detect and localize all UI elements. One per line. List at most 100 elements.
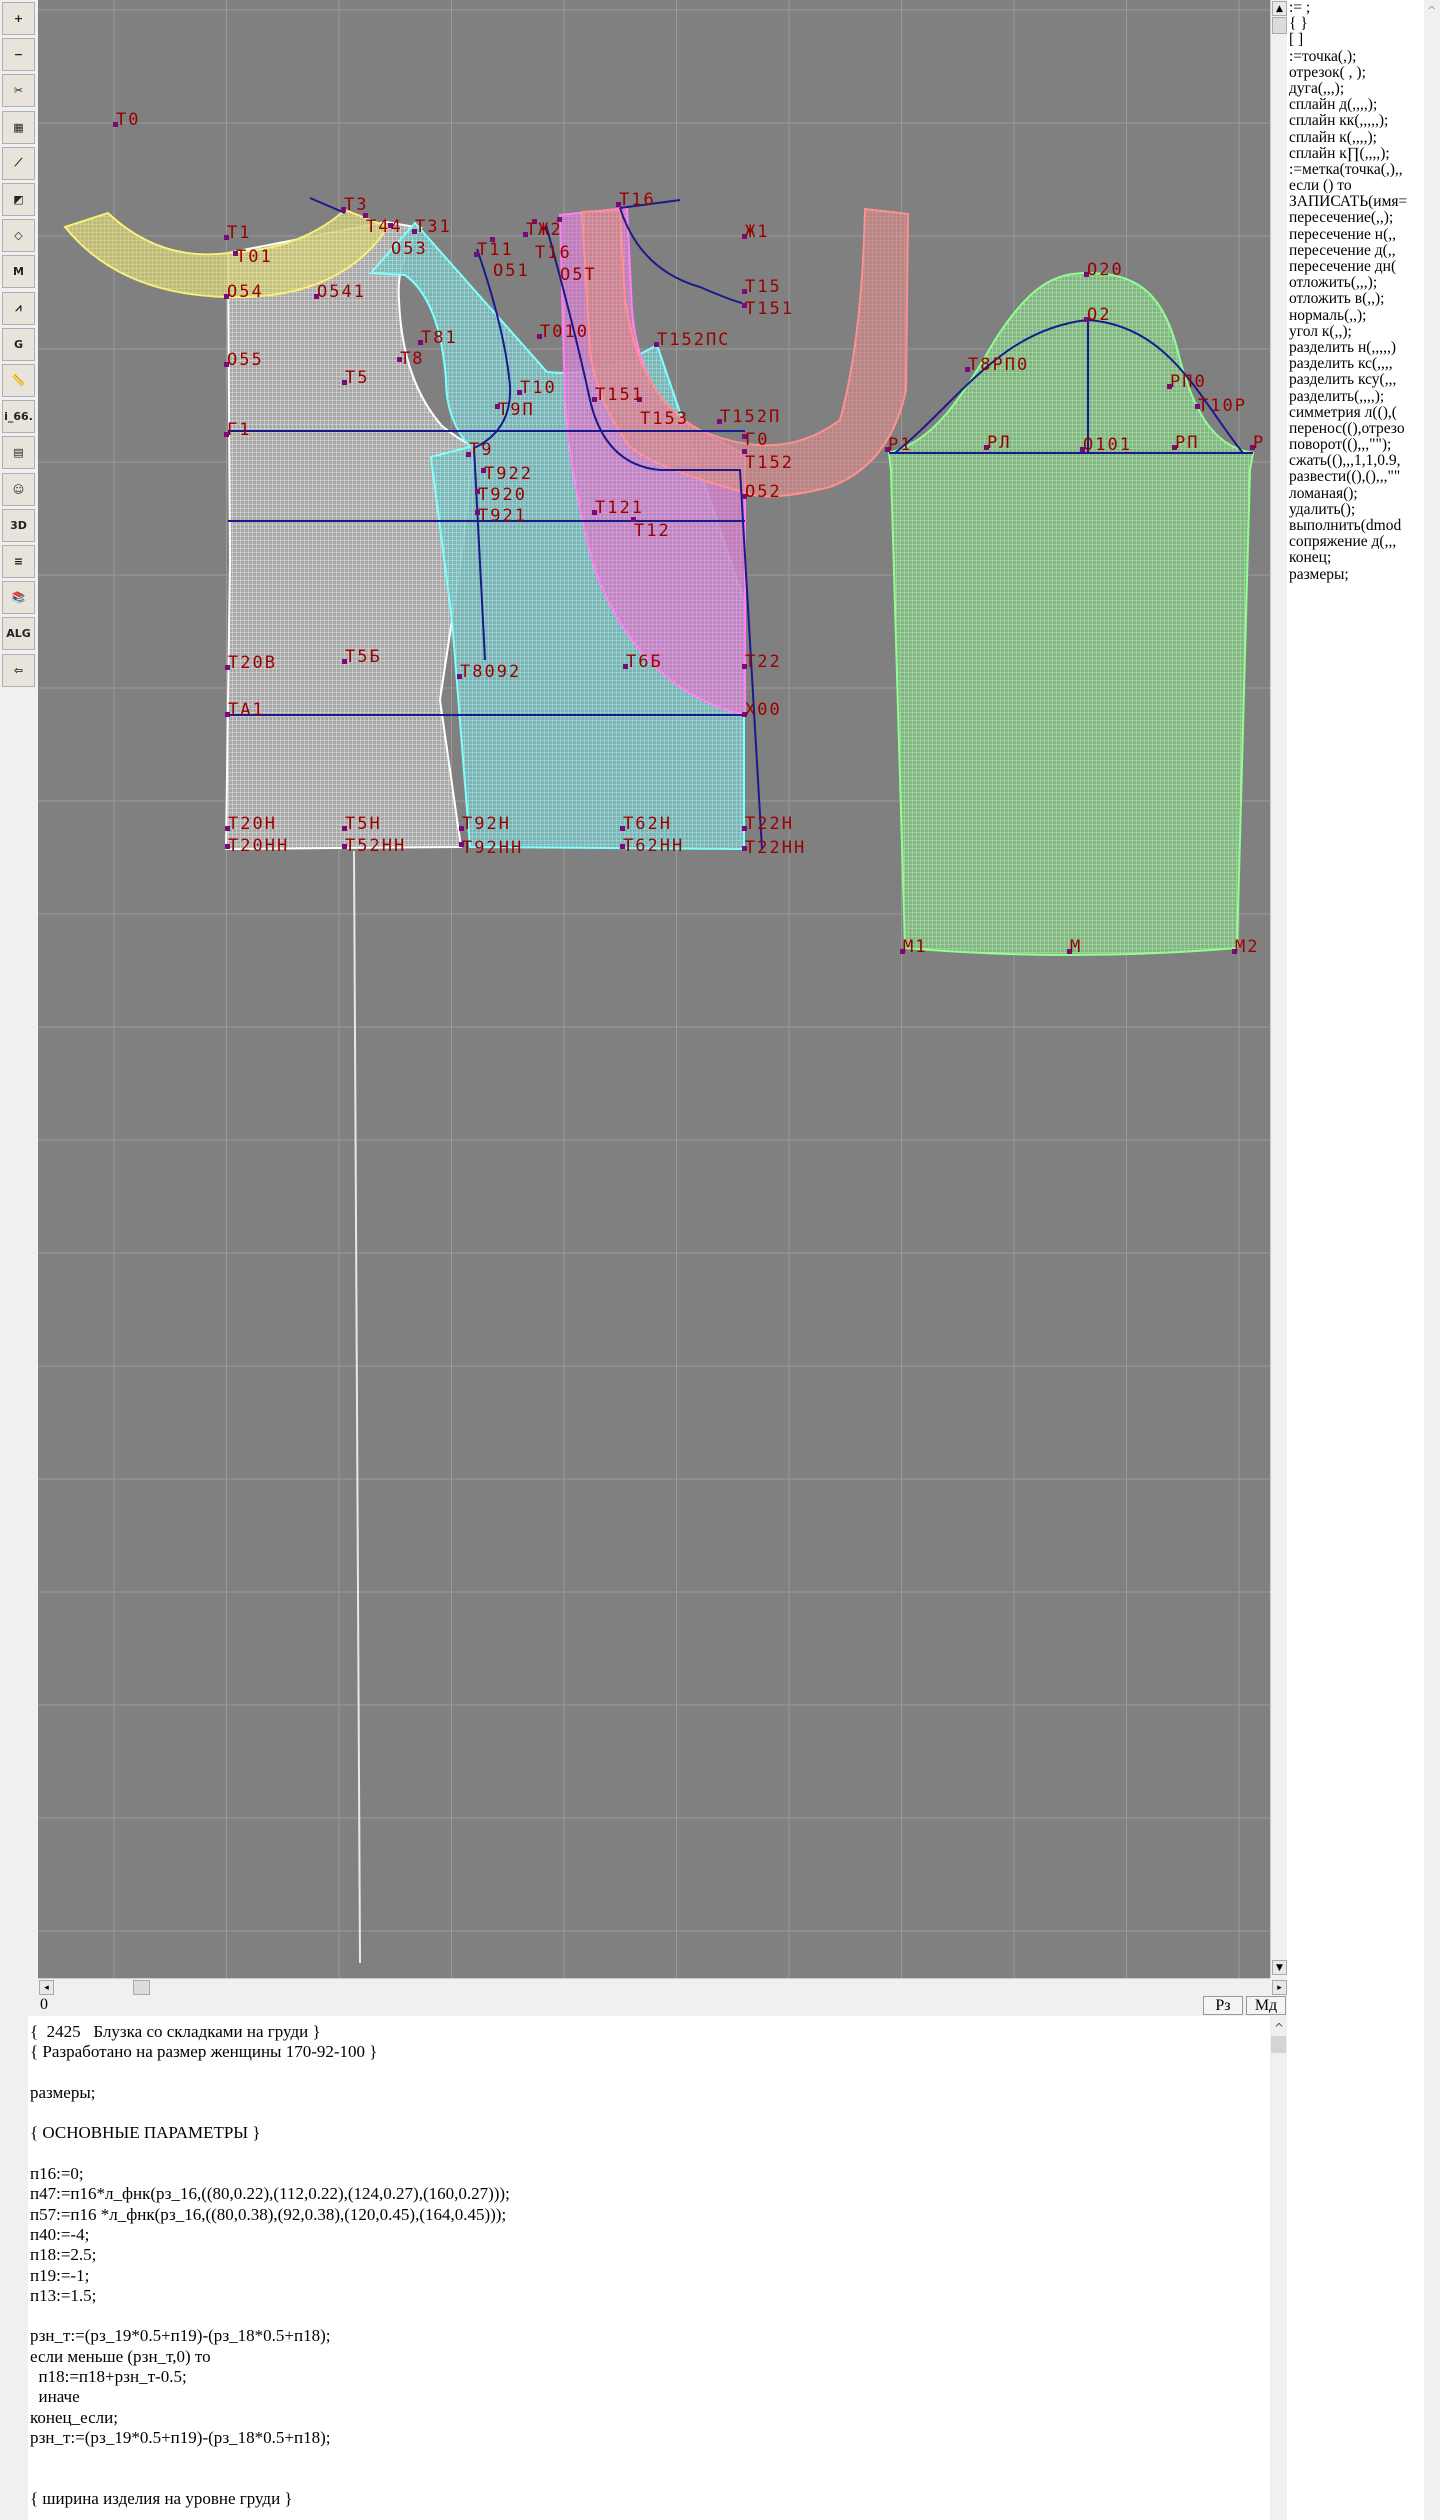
command-item[interactable]: отложить в(,,); — [1289, 291, 1385, 308]
construction-point[interactable] — [557, 217, 562, 222]
code-line[interactable]: п47:=п16*л_фнк(рз_16,((80,0.22),(112,0.2… — [30, 2184, 510, 2204]
command-item[interactable]: ломаная(); — [1289, 485, 1358, 502]
grading-g-icon[interactable]: G — [2, 327, 35, 361]
command-item[interactable]: размеры; — [1289, 566, 1349, 583]
chevron-up-icon[interactable]: ^ — [1427, 4, 1437, 17]
scroll-thumb[interactable] — [1271, 2036, 1286, 2053]
code-line[interactable]: { ширина изделия на уровне груди } — [30, 2488, 293, 2508]
grid-icon[interactable]: ▦ — [2, 110, 35, 144]
construction-point[interactable] — [341, 207, 346, 212]
command-item[interactable]: { } — [1289, 16, 1308, 33]
command-item[interactable]: ЗАПИСАТЬ(имя= — [1289, 194, 1408, 211]
construction-point[interactable] — [742, 303, 747, 308]
command-item[interactable]: пересечение дн( — [1289, 259, 1397, 275]
code-line[interactable]: { Разработано на размер женщины 170-92-1… — [30, 2042, 378, 2062]
construction-point[interactable] — [418, 340, 423, 345]
3d-icon[interactable]: 3D — [2, 508, 35, 542]
code-editor[interactable]: { 2425 Блузка со складками на груди }{ Р… — [28, 2016, 1270, 2520]
code-line[interactable]: п13:=1.5; — [30, 2285, 97, 2305]
construction-point[interactable] — [225, 712, 230, 717]
construction-point[interactable] — [457, 674, 462, 679]
table-icon[interactable]: ▤ — [2, 436, 35, 470]
construction-point[interactable] — [742, 712, 747, 717]
command-item[interactable]: сплайн д(,,,,); — [1289, 97, 1378, 114]
construction-point[interactable] — [654, 342, 659, 347]
construction-point[interactable] — [1080, 447, 1085, 452]
construction-point[interactable] — [965, 367, 970, 372]
construction-point[interactable] — [225, 844, 230, 849]
command-item[interactable]: удалить(); — [1289, 501, 1356, 518]
construction-point[interactable] — [537, 334, 542, 339]
code-line[interactable]: конец_если; — [30, 2407, 118, 2427]
construction-point[interactable] — [885, 447, 890, 452]
code-line[interactable]: п40:=-4; — [30, 2224, 90, 2244]
segment-icon[interactable]: ⟋ — [2, 146, 35, 180]
construction-point[interactable] — [1232, 949, 1237, 954]
scroll-down-icon[interactable]: ▼ — [1272, 1960, 1287, 1975]
i66-icon[interactable]: i_66. — [2, 400, 35, 434]
command-item[interactable]: сплайн к∏(,,,,); — [1289, 145, 1390, 162]
code-line[interactable]: п16:=0; — [30, 2164, 84, 2184]
list-icon[interactable]: ≡ — [2, 545, 35, 578]
command-item[interactable]: нормаль(,,); — [1289, 307, 1367, 324]
library-icon[interactable]: 📚 — [2, 581, 35, 615]
construction-point[interactable] — [475, 510, 480, 515]
command-item[interactable]: разделить н(,,,,,) — [1289, 339, 1396, 356]
construction-point[interactable] — [620, 826, 625, 831]
code-line[interactable] — [28, 2469, 1270, 2489]
construction-point[interactable] — [620, 844, 625, 849]
alg-icon[interactable]: ALG — [2, 617, 35, 651]
command-item[interactable]: пересечение д(,, — [1289, 242, 1396, 259]
avatar-icon[interactable]: ☺ — [2, 472, 35, 506]
construction-point[interactable] — [495, 404, 500, 409]
code-line[interactable]: иначе — [30, 2387, 80, 2407]
construction-point[interactable] — [342, 826, 347, 831]
command-item[interactable]: отрезок( , ); — [1289, 64, 1366, 81]
chevron-up-icon[interactable]: ^ — [1274, 2021, 1285, 2035]
collar-piece[interactable] — [63, 208, 390, 299]
command-item[interactable]: сплайн к(,,,,); — [1289, 129, 1377, 146]
exit-icon[interactable]: ⇦ — [2, 653, 35, 687]
construction-point[interactable] — [224, 235, 229, 240]
code-line[interactable]: рзн_т:=(рз_19*0.5+п19)-(рз_18*0.5+п18); — [30, 2427, 331, 2447]
code-line[interactable]: { 2425 Блузка со складками на груди } — [30, 2022, 321, 2041]
command-item[interactable]: :=точка(,); — [1289, 48, 1357, 65]
construction-point[interactable] — [592, 510, 597, 515]
construction-point[interactable] — [631, 517, 636, 522]
command-item[interactable]: сплайн кк(,,,,,); — [1289, 113, 1389, 130]
code-line[interactable]: п57:=п16 *л_фнк(рз_16,((80,0.38),(92,0.3… — [30, 2204, 507, 2224]
code-line[interactable] — [28, 2448, 1270, 2468]
command-item[interactable]: :=метка(точка(,),, — [1289, 161, 1403, 178]
construction-point[interactable] — [1084, 317, 1089, 322]
command-item[interactable]: развести((),(),,,"" — [1289, 469, 1401, 486]
construction-point[interactable] — [742, 664, 747, 669]
code-line[interactable]: рзн_т:=(рз_19*0.5+п19)-(рз_18*0.5+п18); — [30, 2326, 331, 2346]
code-line[interactable] — [28, 2103, 1270, 2123]
command-item[interactable]: разделить(,,,,); — [1289, 388, 1385, 405]
construction-point[interactable] — [900, 949, 905, 954]
construction-point[interactable] — [224, 294, 229, 299]
sleeve-piece[interactable] — [887, 271, 1255, 956]
construction-point[interactable] — [342, 380, 347, 385]
command-item[interactable]: перенос((),отрезо — [1289, 420, 1405, 437]
command-item[interactable]: [ ] — [1289, 32, 1304, 49]
code-line[interactable] — [28, 2306, 1270, 2326]
zoom-out-icon[interactable]: − — [2, 38, 35, 72]
code-line[interactable] — [28, 2063, 1270, 2083]
ruler-icon[interactable]: 📏 — [2, 364, 35, 397]
construction-point[interactable] — [1067, 949, 1072, 954]
command-item[interactable]: выполнить(dmod — [1289, 518, 1402, 534]
construction-point[interactable] — [342, 844, 347, 849]
construction-point[interactable] — [481, 468, 486, 473]
command-item[interactable]: конец; — [1289, 550, 1332, 567]
command-item[interactable]: сжать((),,,1,1,0.9, — [1289, 453, 1401, 470]
command-item[interactable]: разделить кс(,,,, — [1289, 356, 1393, 373]
construction-point[interactable] — [742, 234, 747, 239]
construction-point[interactable] — [984, 445, 989, 450]
code-line[interactable]: п19:=-1; — [30, 2265, 90, 2285]
command-list-scrollbar[interactable]: ^ — [1424, 0, 1440, 2520]
canvas-vertical-scrollbar[interactable]: ▲ ▼ — [1270, 0, 1288, 1978]
construction-point[interactable] — [717, 419, 722, 424]
construction-point[interactable] — [592, 397, 597, 402]
